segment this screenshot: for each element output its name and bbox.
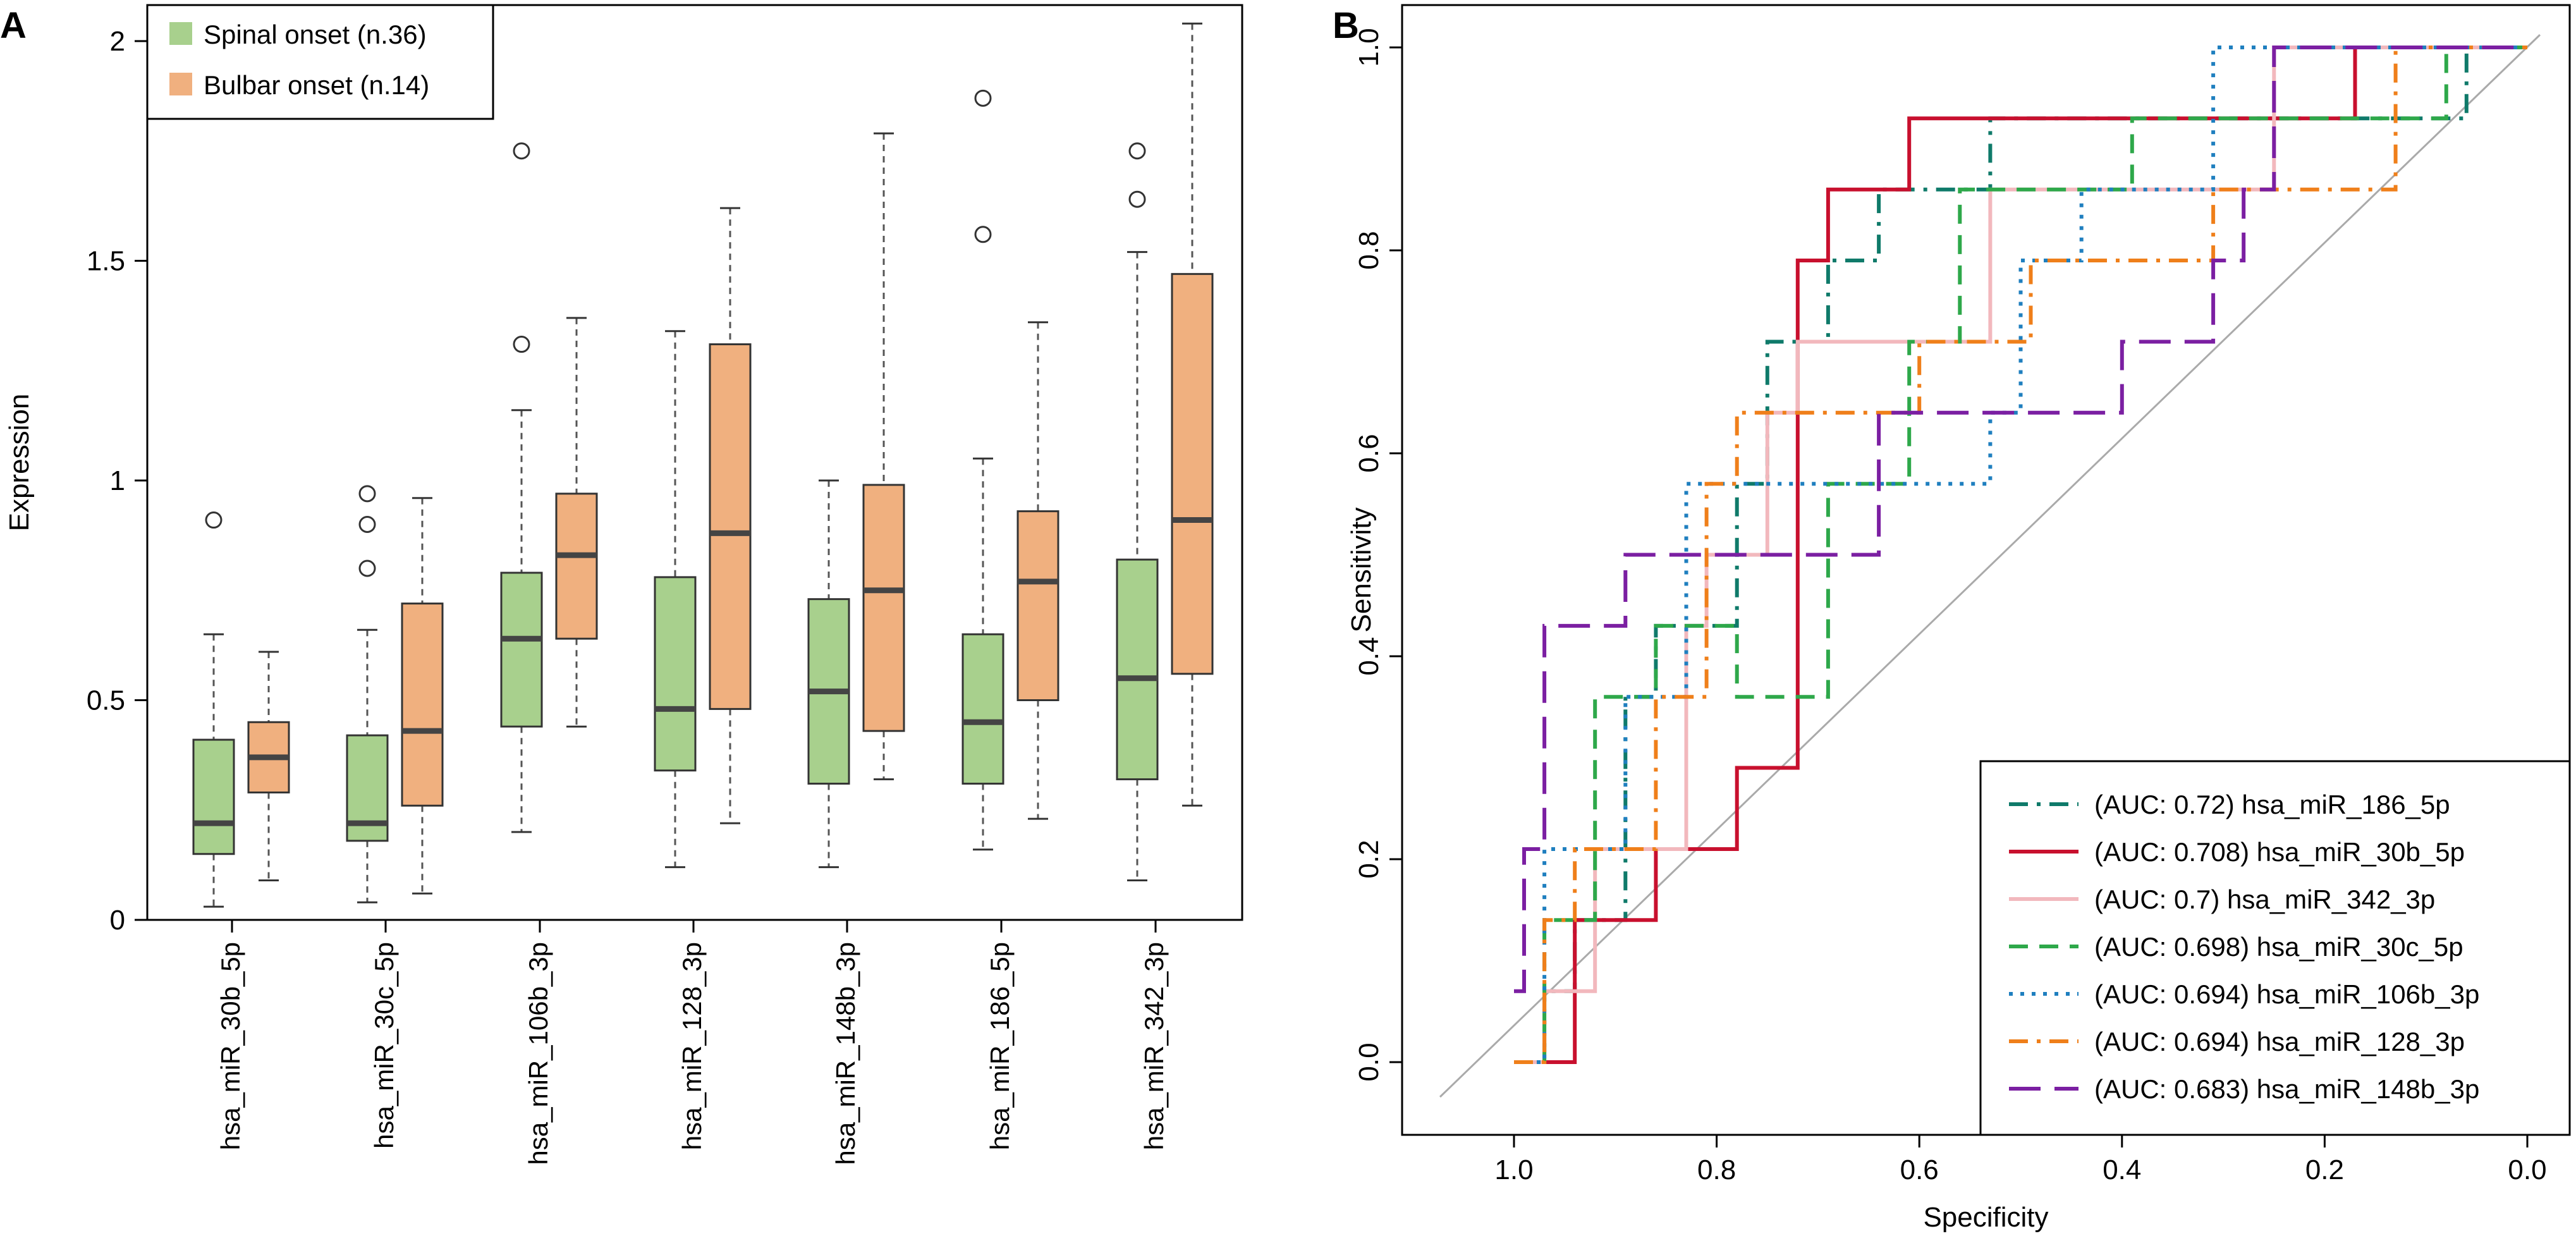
y-tick-label: 0.4 xyxy=(1353,637,1384,675)
legend-label: (AUC: 0.72) hsa_miR_186_5p xyxy=(2094,790,2450,819)
plot-frame xyxy=(146,4,1243,921)
box xyxy=(654,576,697,772)
x-category-label: hsa_miR_30b_5p xyxy=(216,942,245,1150)
box xyxy=(862,484,905,732)
legend-label: (AUC: 0.708) hsa_miR_30b_5p xyxy=(2094,837,2465,867)
legend-swatch xyxy=(169,73,192,95)
outlier-point xyxy=(513,336,530,353)
roc-curve xyxy=(1514,46,2527,993)
x-tick-label: 0.6 xyxy=(1900,1154,1939,1185)
x-category-label: hsa_miR_342_3p xyxy=(1139,942,1169,1150)
y-tick-label: 1 xyxy=(110,465,125,496)
box xyxy=(1171,272,1214,675)
outlier-point xyxy=(974,226,992,243)
roc-curve xyxy=(1514,46,2527,1064)
boxplot-panel: 0 0.5 1 1.5 2 Expression hsa_miR_30b_5p hsa_miR… xyxy=(4,4,1243,1165)
outlier-point xyxy=(358,516,376,533)
outlier-point xyxy=(1128,190,1146,208)
legend-label: Spinal onset (n.36) xyxy=(204,20,427,49)
roc-curve xyxy=(1514,46,2527,1064)
legend-label: Bulbar onset (n.14) xyxy=(204,70,429,100)
outlier-point xyxy=(358,560,376,577)
box xyxy=(192,738,235,855)
y-tick-label: 0.2 xyxy=(1353,840,1384,878)
x-category-label: hsa_miR_30c_5p xyxy=(369,942,399,1149)
box xyxy=(555,493,598,640)
outlier-point xyxy=(358,485,376,503)
x-tick-label: 0.2 xyxy=(2305,1154,2344,1185)
x-tick-label: 0.4 xyxy=(2103,1154,2141,1185)
y-tick-label: 0.5 xyxy=(87,685,125,716)
y-tick-label: 1.5 xyxy=(87,246,125,277)
x-axis-label: Specificity xyxy=(1923,1202,2048,1233)
legend-swatch xyxy=(169,22,192,45)
legend-box xyxy=(146,4,494,120)
roc-curve xyxy=(1514,46,2527,1064)
box xyxy=(401,603,444,807)
y-axis-label: Sensitivity xyxy=(1346,507,1377,632)
legend-label: (AUC: 0.698) hsa_miR_30c_5p xyxy=(2094,932,2463,962)
outlier-point xyxy=(205,511,223,529)
x-category-label: hsa_miR_148b_3p xyxy=(831,942,860,1165)
y-tick-label: 0 xyxy=(110,905,125,936)
y-tick-label: 0.8 xyxy=(1353,231,1384,269)
box xyxy=(1016,510,1059,702)
y-axis-label: Expression xyxy=(4,394,35,532)
box xyxy=(709,343,752,710)
x-category-label: hsa_miR_186_5p xyxy=(985,942,1015,1150)
legend-box xyxy=(1979,760,2571,1136)
panel-a-label: A xyxy=(0,5,27,46)
box xyxy=(500,572,543,728)
x-tick-label: 0.8 xyxy=(1697,1154,1736,1185)
x-category-label: hsa_miR_128_3p xyxy=(677,942,707,1150)
legend-label: (AUC: 0.683) hsa_miR_148b_3p xyxy=(2094,1074,2479,1104)
y-tick-label: 0.0 xyxy=(1353,1043,1384,1081)
outlier-point xyxy=(974,89,992,107)
y-tick-label: 0.6 xyxy=(1353,434,1384,472)
x-category-label: hsa_miR_106b_3p xyxy=(523,942,553,1165)
outlier-point xyxy=(513,142,530,160)
legend-label: (AUC: 0.7) hsa_miR_342_3p xyxy=(2094,884,2435,914)
x-tick-label: 1.0 xyxy=(1494,1154,1533,1185)
box xyxy=(961,633,1004,785)
legend-label: (AUC: 0.694) hsa_miR_128_3p xyxy=(2094,1027,2465,1056)
roc-panel: 1.0 0.8 0.6 0.4 0.2 0.0 0.0 0.2 0.4 0.6 0.8 1.0 Spec… xyxy=(1346,4,2571,1233)
x-tick-label: 0.0 xyxy=(2508,1154,2546,1185)
box xyxy=(1116,558,1159,781)
legend-label: (AUC: 0.694) hsa_miR_106b_3p xyxy=(2094,979,2479,1009)
y-tick-label: 2 xyxy=(110,26,125,57)
y-tick-label: 1.0 xyxy=(1353,28,1384,66)
outlier-point xyxy=(1128,142,1146,160)
panel-b-label: B xyxy=(1333,5,1359,46)
